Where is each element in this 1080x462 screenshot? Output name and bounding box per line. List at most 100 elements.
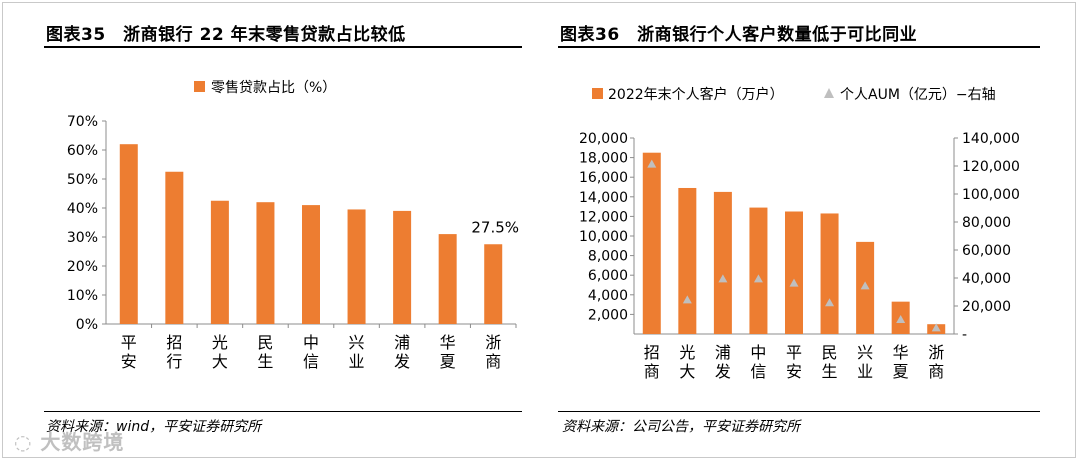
right-chart-title: 图表36 浙商银行个人客户数量低于可比同业 (560, 25, 918, 45)
x-tick-label-招商: 招 (644, 343, 660, 362)
bar-民生 (256, 202, 275, 324)
y2-tick-label: 80,000 (962, 215, 1011, 231)
bar-招商 (642, 152, 661, 334)
x-tick-label-中信: 信 (750, 362, 766, 381)
x-tick-label-中信: 信 (303, 352, 319, 371)
y-tick-label: 70% (67, 114, 98, 130)
y-tick-label: 14,000 (579, 190, 628, 206)
right-chart: 2022年末个人客户（万户） 个人AUM（亿元）−右轴 2,000 4,000 6,00… (579, 86, 1020, 381)
y-tick-label: 50% (67, 172, 98, 188)
aum-marker-光大 (682, 295, 692, 304)
x-tick-label-浦发: 浦 (715, 343, 731, 362)
aum-marker-平安 (789, 278, 799, 287)
y2-tick-label: 40,000 (962, 271, 1011, 287)
x-tick-label-中信: 中 (750, 343, 766, 362)
y-tick-label: 12,000 (579, 209, 628, 225)
left-chart: 零售贷款占比（%） 0% 10% 20% 30% 40% 50% 60% 70% 平安 招行 光大 民生… (67, 80, 519, 371)
left-source-rule (44, 411, 522, 412)
x-tick-label-民生: 民 (257, 333, 273, 352)
bar-平安 (119, 144, 138, 324)
y-tick-label: 18,000 (579, 151, 628, 167)
x-tick-label-兴业: 兴 (349, 333, 365, 352)
x-tick-label-民生: 生 (822, 362, 838, 381)
y2-tick-label: - (962, 327, 967, 343)
y-tick-label: 2,000 (588, 307, 628, 323)
left-title-rule (44, 46, 522, 48)
x-tick-label-华夏: 夏 (893, 362, 909, 381)
x-tick-label-招商: 商 (644, 362, 660, 381)
legend-label-retail-loan-share: 零售贷款占比（%） (211, 80, 336, 96)
x-tick-label-兴业: 业 (857, 362, 873, 381)
x-tick-label-浦发: 浦 (394, 333, 410, 352)
y-tick-label: 4,000 (588, 288, 628, 304)
data-label-浙商: 27.5% (471, 218, 519, 236)
bar-光大 (210, 200, 229, 324)
x-tick-label-浙商: 浙 (928, 343, 944, 362)
x-tick-label-浦发: 发 (715, 362, 731, 381)
aum-marker-华夏 (896, 315, 906, 323)
left-source-note: 资料来源：wind，平安证券研究所 (46, 419, 262, 435)
x-tick-label-浦发: 发 (394, 352, 410, 371)
x-tick-label-华夏: 夏 (440, 352, 456, 371)
bar-兴业 (347, 209, 366, 324)
x-tick-label-招行: 招 (166, 333, 182, 352)
legend-swatch-retail-loan-share (194, 81, 205, 92)
x-tick-label-浙商: 商 (485, 352, 501, 371)
x-tick-label-华夏: 华 (893, 343, 909, 362)
x-tick-label-兴业: 业 (349, 352, 365, 371)
x-tick-label-平安: 安 (786, 362, 802, 381)
x-tick-label-浙商: 浙 (485, 333, 501, 352)
x-tick-label-光大: 光 (212, 333, 228, 352)
watermark-text: 大数跨境 (40, 430, 125, 454)
x-tick-label-民生: 生 (257, 352, 273, 371)
x-tick-label-民生: 民 (822, 343, 838, 362)
bar-浦发 (713, 191, 732, 334)
x-tick-label-光大: 大 (679, 362, 695, 381)
y2-tick-label: 100,000 (962, 187, 1020, 203)
x-tick-label-浙商: 商 (928, 362, 944, 381)
x-tick-label-华夏: 华 (440, 333, 456, 352)
left-chart-title: 图表35 浙商银行 22 年末零售贷款占比较低 (46, 25, 406, 45)
x-tick-label-中信: 中 (303, 333, 319, 352)
y-tick-label: 30% (67, 230, 98, 246)
x-tick-label-招行: 行 (166, 352, 182, 371)
bar-平安 (785, 211, 803, 334)
x-tick-label-兴业: 兴 (857, 343, 873, 362)
bar-光大 (678, 187, 697, 334)
x-tick-label-光大: 大 (212, 352, 228, 371)
y-tick-label: 16,000 (579, 170, 628, 186)
y-tick-label: 40% (67, 201, 98, 217)
right-title-rule (558, 46, 1040, 48)
right-source-note: 资料来源：公司公告，平安证券研究所 (562, 419, 800, 435)
watermark-logo: ◌ 大数跨境 (14, 430, 125, 454)
y-tick-label: 20% (67, 259, 98, 275)
y-tick-label: 6,000 (588, 268, 628, 284)
y-tick-label: 10% (67, 288, 98, 304)
bar-中信 (749, 207, 768, 334)
legend-swatch-customers (592, 88, 603, 99)
y-tick-label: 10,000 (579, 229, 628, 245)
aum-marker-民生 (825, 298, 835, 307)
x-tick-label-光大: 光 (679, 343, 695, 362)
y2-tick-label: 140,000 (962, 131, 1020, 147)
aum-marker-兴业 (860, 281, 870, 290)
y-tick-label: 0% (76, 317, 98, 333)
y2-tick-label: 20,000 (962, 299, 1011, 315)
y2-tick-label: 120,000 (962, 159, 1020, 175)
bar-浙商 (484, 244, 503, 324)
y2-tick-label: 60,000 (962, 243, 1011, 259)
legend-marker-aum (824, 88, 834, 98)
x-tick-label-平安: 安 (121, 352, 137, 371)
legend-label-customers: 2022年末个人客户（万户） (608, 86, 784, 103)
aum-marker-浦发 (718, 274, 728, 283)
bar-招行 (165, 171, 184, 324)
y-tick-label: 20,000 (579, 131, 628, 147)
aum-marker-招商 (647, 159, 657, 168)
right-source-rule (558, 411, 1040, 412)
y-tick-label: 8,000 (588, 249, 628, 265)
bar-民生 (820, 213, 839, 334)
x-tick-label-平安: 平 (121, 333, 137, 352)
y-tick-label: 60% (67, 143, 98, 159)
bar-浦发 (393, 210, 412, 324)
